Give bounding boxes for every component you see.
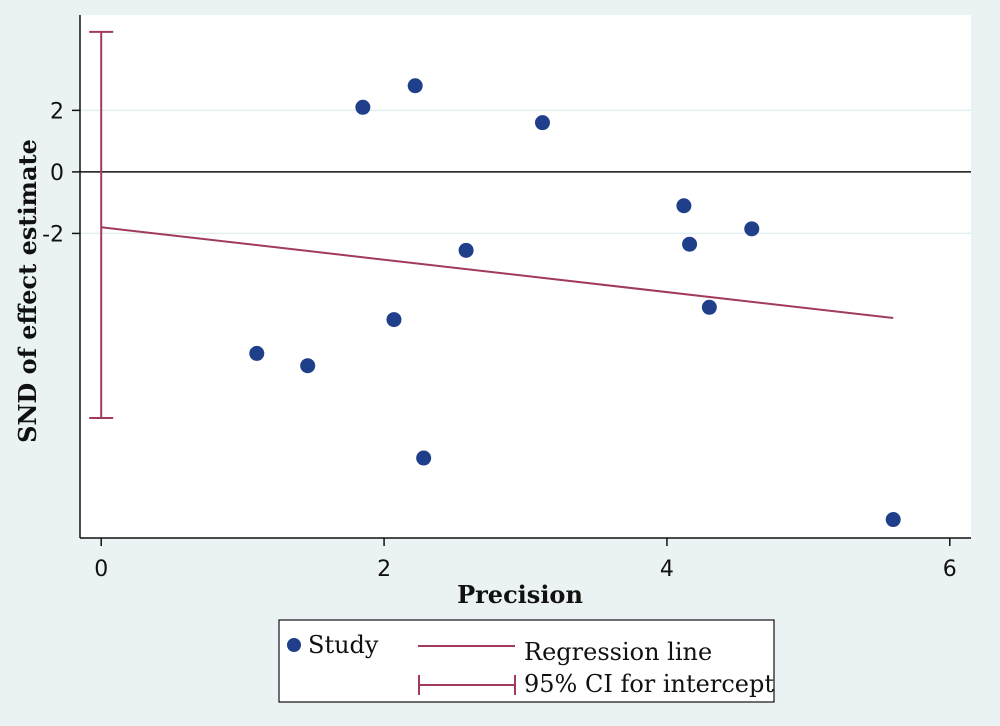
x-tick-label-1: 2 [377,557,391,582]
study-point-5 [416,450,432,466]
x-axis-ticks: 0 2 4 6 [94,538,957,582]
study-point-8 [676,198,692,214]
x-tick-label-2: 4 [660,557,674,582]
x-axis-title: Precision [457,580,583,609]
study-point-7 [534,115,550,131]
legend-study-label: Study [308,631,379,659]
y-tick-label-2: -2 [42,222,64,247]
legend-regression-label: Regression line [524,638,712,666]
study-point-10 [701,299,717,315]
study-points [249,78,901,528]
study-point-3 [386,312,402,328]
ci-intercept-errorbar [89,30,114,420]
regression-line [101,226,894,320]
x-tick-label-0: 0 [94,557,108,582]
study-point-12 [885,512,901,528]
study-point-1 [300,358,316,374]
legend-ci-label: 95% CI for intercept [524,670,774,698]
legend-study-marker [287,638,301,652]
y-tick-label-0: 2 [50,99,64,124]
study-point-4 [407,78,423,94]
y-axis-ticks: 2 0 -2 [42,99,80,247]
study-point-9 [682,236,698,252]
legend-box [278,619,775,703]
x-tick-label-3: 6 [943,557,957,582]
legend: Study Regression line 95% CI for interce… [278,619,775,703]
study-point-6 [458,242,474,258]
study-point-0 [249,345,265,361]
legend-ci-swatch [418,675,516,695]
study-point-2 [355,99,371,115]
grid-lines [80,109,971,235]
y-axis-title: SND of effect estimate [13,139,42,443]
study-point-11 [744,221,760,237]
y-tick-label-1: 0 [50,161,64,186]
